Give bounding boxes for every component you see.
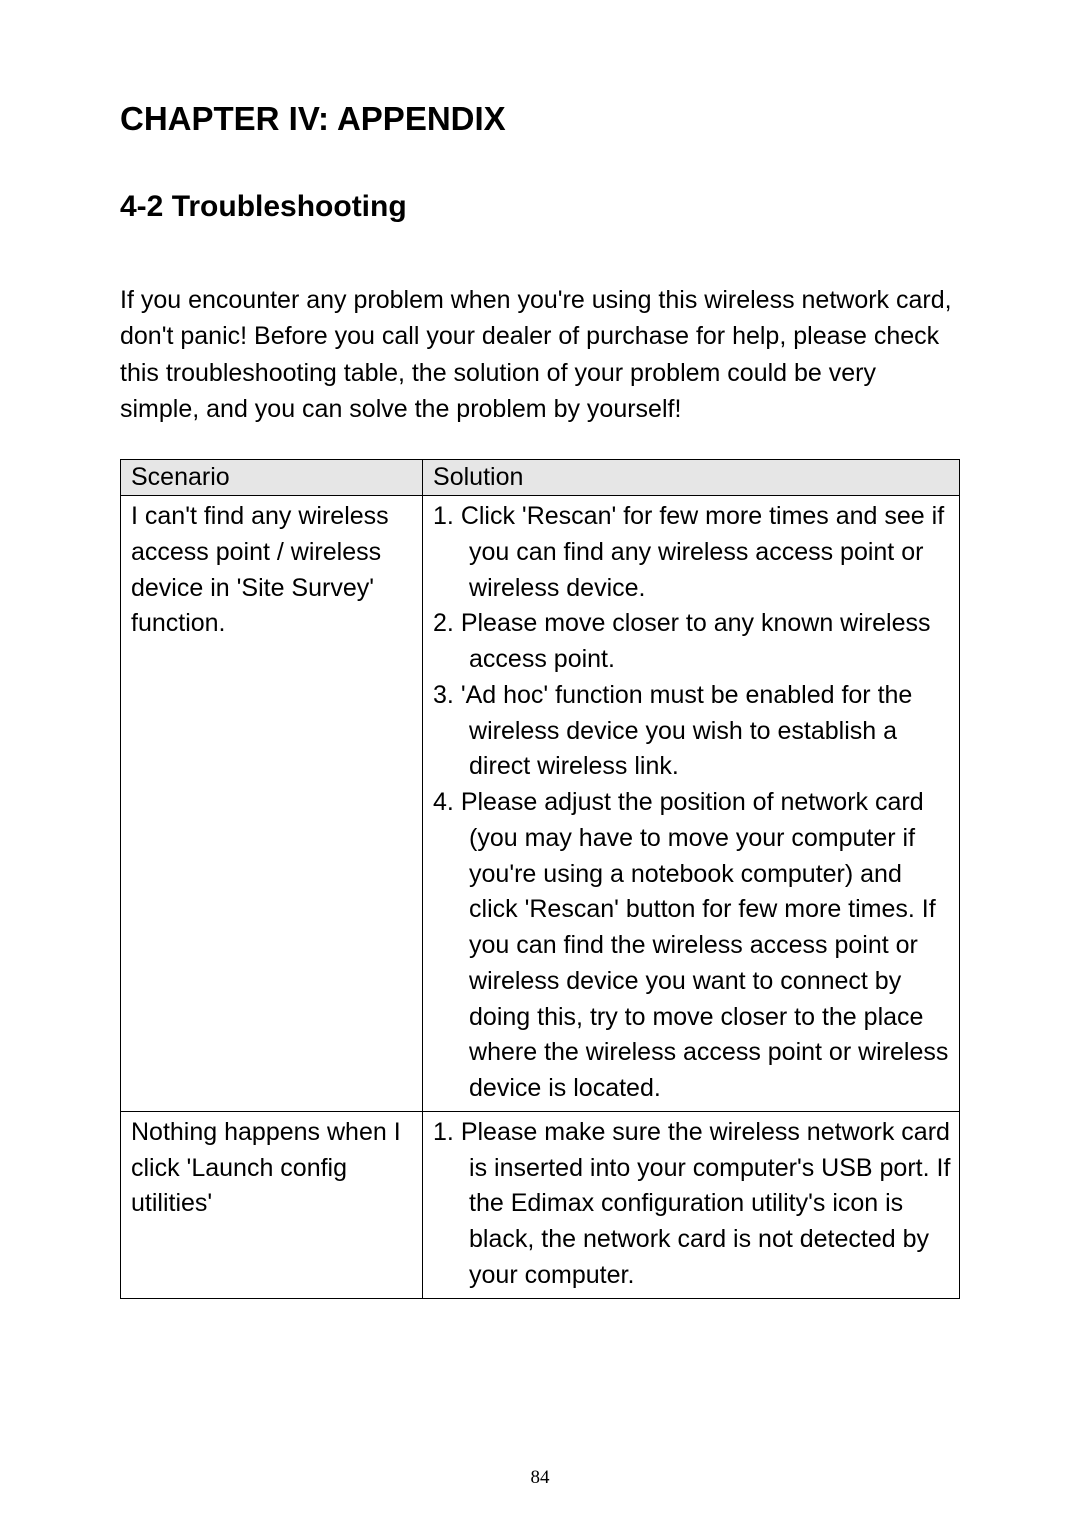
solution-item: 1. Click 'Rescan' for few more times and… bbox=[433, 499, 951, 606]
header-scenario: Scenario bbox=[121, 460, 423, 496]
solution-cell: 1. Please make sure the wireless network… bbox=[423, 1111, 960, 1298]
scenario-cell: I can't find any wireless access point /… bbox=[121, 496, 423, 1112]
solution-item: 1. Please make sure the wireless network… bbox=[433, 1115, 951, 1294]
table-row: I can't find any wireless access point /… bbox=[121, 496, 960, 1112]
section-title: 4-2 Troubleshooting bbox=[120, 190, 960, 224]
solution-item: 3. 'Ad hoc' function must be enabled for… bbox=[433, 678, 951, 785]
scenario-cell: Nothing happens when I click 'Launch con… bbox=[121, 1111, 423, 1298]
table-row: Nothing happens when I click 'Launch con… bbox=[121, 1111, 960, 1298]
solution-item: 4. Please adjust the position of network… bbox=[433, 785, 951, 1107]
header-solution: Solution bbox=[423, 460, 960, 496]
chapter-title: CHAPTER IV: APPENDIX bbox=[120, 100, 960, 138]
intro-paragraph: If you encounter any problem when you're… bbox=[120, 282, 960, 427]
solution-item: 2. Please move closer to any known wirel… bbox=[433, 606, 951, 678]
page-number: 84 bbox=[0, 1467, 1080, 1489]
solution-cell: 1. Click 'Rescan' for few more times and… bbox=[423, 496, 960, 1112]
troubleshooting-table: Scenario Solution I can't find any wirel… bbox=[120, 459, 960, 1299]
